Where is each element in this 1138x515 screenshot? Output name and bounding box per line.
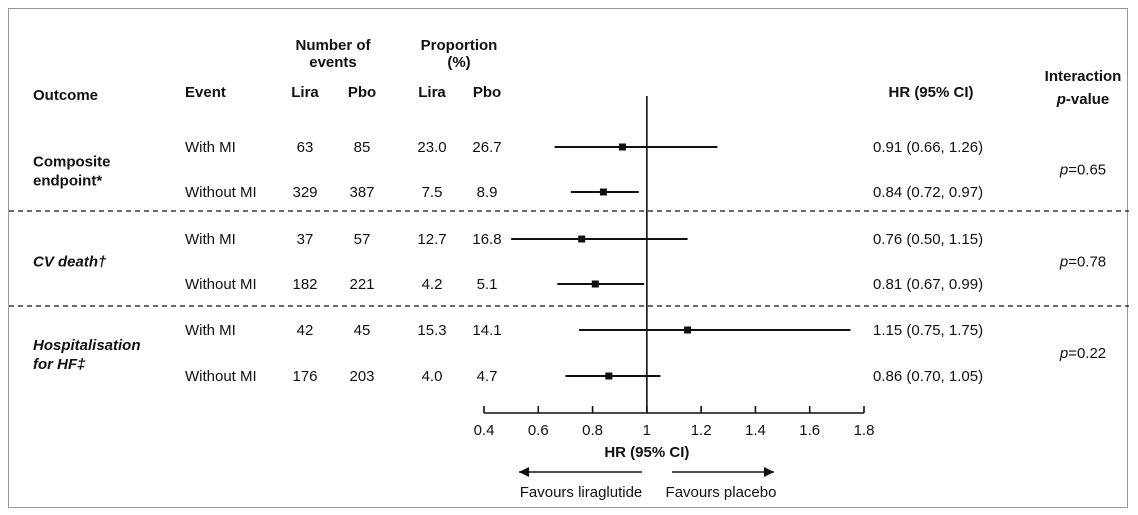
x-axis-title: HR (95% CI): [604, 444, 689, 461]
events-lira: 182: [292, 276, 317, 293]
events-pbo: 85: [354, 139, 371, 156]
events-lira: 176: [292, 368, 317, 385]
outcome-label: for HF‡: [33, 356, 86, 373]
header-prop-line2: (%): [447, 54, 470, 71]
hr-ci-text: 0.86 (0.70, 1.05): [873, 368, 983, 385]
favours-right-arrowhead: [764, 467, 774, 477]
interaction-pvalue: p=0.78: [1059, 254, 1106, 271]
proportion-pbo: 14.1: [472, 322, 501, 339]
interaction-p-letter: p: [1059, 345, 1068, 362]
header-interaction-p: p: [1056, 91, 1066, 108]
outcome-label: Composite: [33, 154, 111, 171]
hr-point: [684, 326, 692, 334]
favours-left-arrowhead: [519, 467, 529, 477]
hr-point: [578, 235, 586, 243]
outcome-label: CV death†: [33, 254, 107, 271]
interaction-pvalue: p=0.65: [1059, 162, 1106, 179]
interaction-p-rest: =0.78: [1068, 254, 1106, 271]
events-pbo: 221: [349, 276, 374, 293]
events-pbo: 203: [349, 368, 374, 385]
header-event: Event: [185, 84, 226, 101]
header-prop-pbo: Pbo: [473, 84, 501, 101]
forest-plot-figure: Outcome Event Number of events Proportion (%)…: [8, 8, 1129, 508]
events-pbo: 387: [349, 184, 374, 201]
x-tick-label: 0.6: [528, 422, 549, 439]
header-events-line1: Number of: [296, 37, 372, 54]
hr-point: [591, 280, 599, 288]
favours-left-label: Favours liraglutide: [520, 484, 643, 501]
event-label: Without MI: [185, 184, 257, 201]
hr-ci-text: 0.91 (0.66, 1.26): [873, 139, 983, 156]
header-interaction-line1: Interaction: [1045, 68, 1122, 85]
events-lira: 63: [297, 139, 314, 156]
header-hr: HR (95% CI): [888, 84, 973, 101]
favours-right-label: Favours placebo: [666, 484, 777, 501]
event-label: Without MI: [185, 276, 257, 293]
hr-point: [599, 188, 607, 196]
proportion-pbo: 4.7: [477, 368, 498, 385]
x-axis: 0.4 0.6 0.8 1 1.2 1.4 1.6 1.8 HR (95% CI) Favours…: [474, 96, 875, 501]
proportion-lira: 12.7: [417, 231, 446, 248]
events-lira: 329: [292, 184, 317, 201]
interaction-p-letter: p: [1059, 162, 1068, 179]
header-prop-lira: Lira: [418, 84, 446, 101]
x-tick-label: 0.8: [582, 422, 603, 439]
event-label: With MI: [185, 322, 236, 339]
header-events-line2: events: [309, 54, 357, 71]
events-lira: 42: [297, 322, 314, 339]
hr-point: [618, 143, 626, 151]
hr-point: [605, 372, 613, 380]
header-events-pbo: Pbo: [348, 84, 376, 101]
outcome-label: Hospitalisation: [33, 337, 141, 354]
x-tick-label: 1.2: [691, 422, 712, 439]
events-pbo: 57: [354, 231, 371, 248]
hr-ci-text: 1.15 (0.75, 1.75): [873, 322, 983, 339]
proportion-pbo: 5.1: [477, 276, 498, 293]
header-interaction-value-word: -value: [1066, 91, 1109, 108]
x-tick-label: 0.4: [474, 422, 495, 439]
outcome-label: endpoint*: [33, 173, 102, 190]
interaction-p-rest: =0.22: [1068, 345, 1106, 362]
event-label: With MI: [185, 139, 236, 156]
proportion-pbo: 26.7: [472, 139, 501, 156]
interaction-p-letter: p: [1059, 254, 1068, 271]
plot-area: [511, 143, 851, 380]
header-interaction-line2: p-value: [1056, 91, 1110, 108]
proportion-lira: 4.0: [422, 368, 443, 385]
x-tick-label: 1: [643, 422, 651, 439]
proportion-pbo: 8.9: [477, 184, 498, 201]
proportion-lira: 7.5: [422, 184, 443, 201]
proportion-lira: 4.2: [422, 276, 443, 293]
x-tick-label: 1.4: [745, 422, 766, 439]
hr-ci-text: 0.76 (0.50, 1.15): [873, 231, 983, 248]
events-lira: 37: [297, 231, 314, 248]
hr-ci-text: 0.81 (0.67, 0.99): [873, 276, 983, 293]
header-outcome: Outcome: [33, 87, 98, 104]
x-tick-label: 1.8: [854, 422, 875, 439]
header-prop-line1: Proportion: [421, 37, 498, 54]
header-events-lira: Lira: [291, 84, 319, 101]
event-label: With MI: [185, 231, 236, 248]
interaction-pvalue: p=0.22: [1059, 345, 1106, 362]
proportion-lira: 23.0: [417, 139, 446, 156]
proportion-pbo: 16.8: [472, 231, 501, 248]
x-tick-label: 1.6: [799, 422, 820, 439]
events-pbo: 45: [354, 322, 371, 339]
interaction-p-rest: =0.65: [1068, 162, 1106, 179]
proportion-lira: 15.3: [417, 322, 446, 339]
hr-ci-text: 0.84 (0.72, 0.97): [873, 184, 983, 201]
event-label: Without MI: [185, 368, 257, 385]
